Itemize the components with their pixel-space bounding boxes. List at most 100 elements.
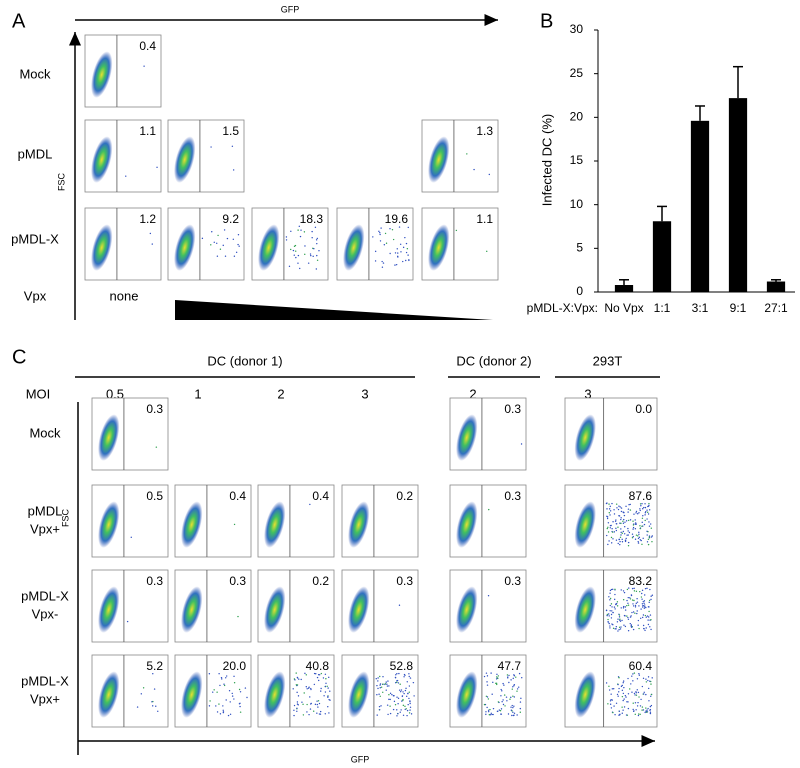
cell-dot: [486, 681, 488, 683]
cell-dot: [488, 714, 491, 716]
cell-dot: [635, 510, 638, 513]
cell-dot: [615, 539, 618, 541]
cell-dot: [290, 230, 292, 233]
cell-dot: [632, 528, 634, 530]
cell-dot: [639, 508, 641, 510]
cell-dot: [638, 605, 640, 607]
cell-dot: [409, 709, 411, 711]
cell-dot: [377, 677, 379, 679]
cell-dot: [151, 705, 154, 707]
cell-dot: [626, 615, 628, 617]
cell-dot: [644, 587, 647, 590]
cell-dot: [513, 685, 515, 687]
gate-percent: 1.1: [139, 124, 156, 138]
cell-dot: [608, 685, 610, 687]
cell-dot: [313, 683, 316, 686]
cell-dot: [512, 695, 514, 697]
cell-dot: [500, 713, 502, 715]
cell-dot: [649, 588, 651, 591]
cell-dot: [621, 541, 624, 543]
cell-dot: [633, 710, 635, 712]
cell-dot: [607, 703, 609, 705]
cell-dot: [638, 512, 640, 514]
cell-dot: [631, 626, 633, 628]
cell-dot: [612, 538, 614, 540]
cell-dot: [308, 713, 310, 716]
cell-dot: [235, 251, 238, 254]
cell-dot: [634, 612, 636, 614]
cell-dot: [615, 523, 618, 525]
cell-dot: [316, 237, 319, 240]
cell-dot: [297, 229, 299, 231]
cell-dot: [507, 713, 510, 715]
cell-dot: [223, 683, 225, 685]
cell-dot: [631, 691, 633, 693]
cell-dot: [490, 672, 492, 674]
cell-dot: [611, 699, 613, 701]
cell-dot: [295, 672, 297, 674]
row-label: Vpx+: [30, 521, 60, 536]
cell-dot: [625, 714, 628, 716]
cell-dot: [228, 690, 231, 692]
cell-dot: [629, 503, 631, 506]
cell-dot: [610, 707, 613, 709]
cell-dot: [614, 714, 616, 716]
cell-dot: [642, 508, 644, 510]
cell-dot: [513, 714, 515, 716]
cell-dot: [218, 703, 220, 705]
cell-dot: [634, 713, 636, 716]
cell-dot: [637, 513, 639, 515]
cell-dot: [647, 623, 650, 626]
cell-dot: [609, 625, 611, 627]
panel-label: B: [540, 10, 553, 32]
cell-dot: [301, 701, 303, 703]
cell-dot: [635, 590, 638, 593]
cell-dot: [306, 703, 308, 706]
cell-dot: [392, 708, 395, 711]
cell-dot: [404, 705, 406, 708]
cell-dot: [487, 709, 490, 711]
cell-dot: [398, 689, 401, 691]
cell-dot: [627, 596, 629, 599]
cell-dot: [317, 679, 320, 682]
cell-dot: [633, 590, 636, 592]
cell-dot: [641, 616, 644, 619]
cell-dot: [395, 674, 397, 676]
cell-dot: [644, 711, 646, 714]
cell-dot: [622, 520, 624, 523]
cell-dot: [488, 508, 490, 511]
cell-dot: [216, 255, 219, 257]
cell-dot: [620, 685, 623, 688]
cell-dot: [327, 695, 329, 698]
cell-dot: [510, 696, 512, 699]
cell-dot: [630, 683, 632, 685]
cell-dot: [615, 503, 618, 505]
cell-dot: [405, 242, 408, 245]
cell-dot: [639, 527, 641, 530]
cell-dot: [508, 681, 510, 684]
cell-population: [181, 586, 203, 633]
cell-dot: [217, 234, 219, 237]
cell-dot: [392, 238, 395, 241]
cell-dot: [507, 677, 509, 679]
cell-dot: [614, 593, 616, 596]
cell-dot: [288, 265, 291, 268]
cell-dot: [143, 65, 145, 67]
gate-percent: 0.3: [146, 574, 163, 588]
cell-dot: [486, 250, 488, 253]
cell-dot: [497, 675, 500, 677]
cell-dot: [508, 674, 510, 677]
cell-dot: [639, 705, 642, 707]
cell-dot: [485, 695, 488, 697]
cell-dot: [285, 236, 288, 238]
cell-dot: [210, 146, 212, 148]
gate-percent: 0.4: [139, 39, 156, 53]
cell-dot: [298, 678, 300, 680]
cell-dot: [638, 673, 640, 675]
cell-population: [264, 586, 286, 633]
gate-percent: 0.0: [635, 402, 652, 416]
bar: [614, 285, 634, 292]
cell-dot: [502, 682, 504, 685]
gate-percent: 0.3: [504, 574, 521, 588]
cell-dot: [327, 687, 329, 689]
